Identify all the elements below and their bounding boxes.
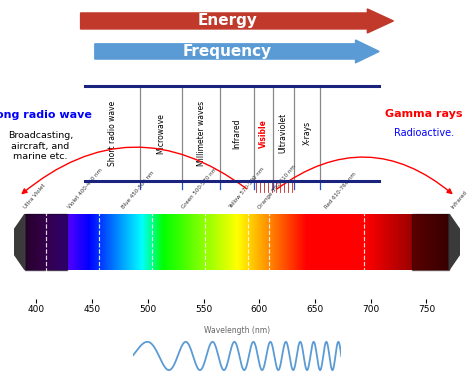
Text: Energy: Energy [198,13,257,29]
FancyArrow shape [81,9,393,33]
FancyArrow shape [95,40,379,63]
Text: Frequency: Frequency [183,44,272,59]
Text: Long radio wave: Long radio wave [0,110,92,120]
Text: Red 610-760 nm: Red 610-760 nm [324,171,357,210]
Text: Visible: Visible [259,119,267,148]
Text: Millimeter waves: Millimeter waves [197,101,206,166]
Text: Infrared: Infrared [451,190,469,210]
Text: Gamma rays: Gamma rays [385,109,463,118]
Text: Short radio wave: Short radio wave [108,101,117,166]
Polygon shape [412,214,449,270]
Text: Orange 590-610 nm: Orange 590-610 nm [257,163,297,210]
Text: Violet 400-450 nm: Violet 400-450 nm [66,167,103,210]
Text: Ultra Violet: Ultra Violet [23,183,46,210]
Text: Radioactive.: Radioactive. [394,128,454,138]
Text: Blue 450-500 nm: Blue 450-500 nm [121,170,155,210]
Text: X-rays: X-rays [302,121,311,146]
Polygon shape [25,214,67,270]
Text: Microwave: Microwave [157,113,165,154]
Polygon shape [6,214,25,270]
Polygon shape [449,214,468,270]
Text: Infrared: Infrared [233,118,241,149]
Text: Green 500-570 nm: Green 500-570 nm [181,166,219,210]
Text: Yellow 570-590 nm: Yellow 570-590 nm [228,166,265,210]
Text: Ultraviolet: Ultraviolet [279,113,288,154]
Text: Broadcasting,
aircraft, and
marine etc.: Broadcasting, aircraft, and marine etc. [8,131,73,161]
Text: Wavelength (nm): Wavelength (nm) [204,326,270,335]
